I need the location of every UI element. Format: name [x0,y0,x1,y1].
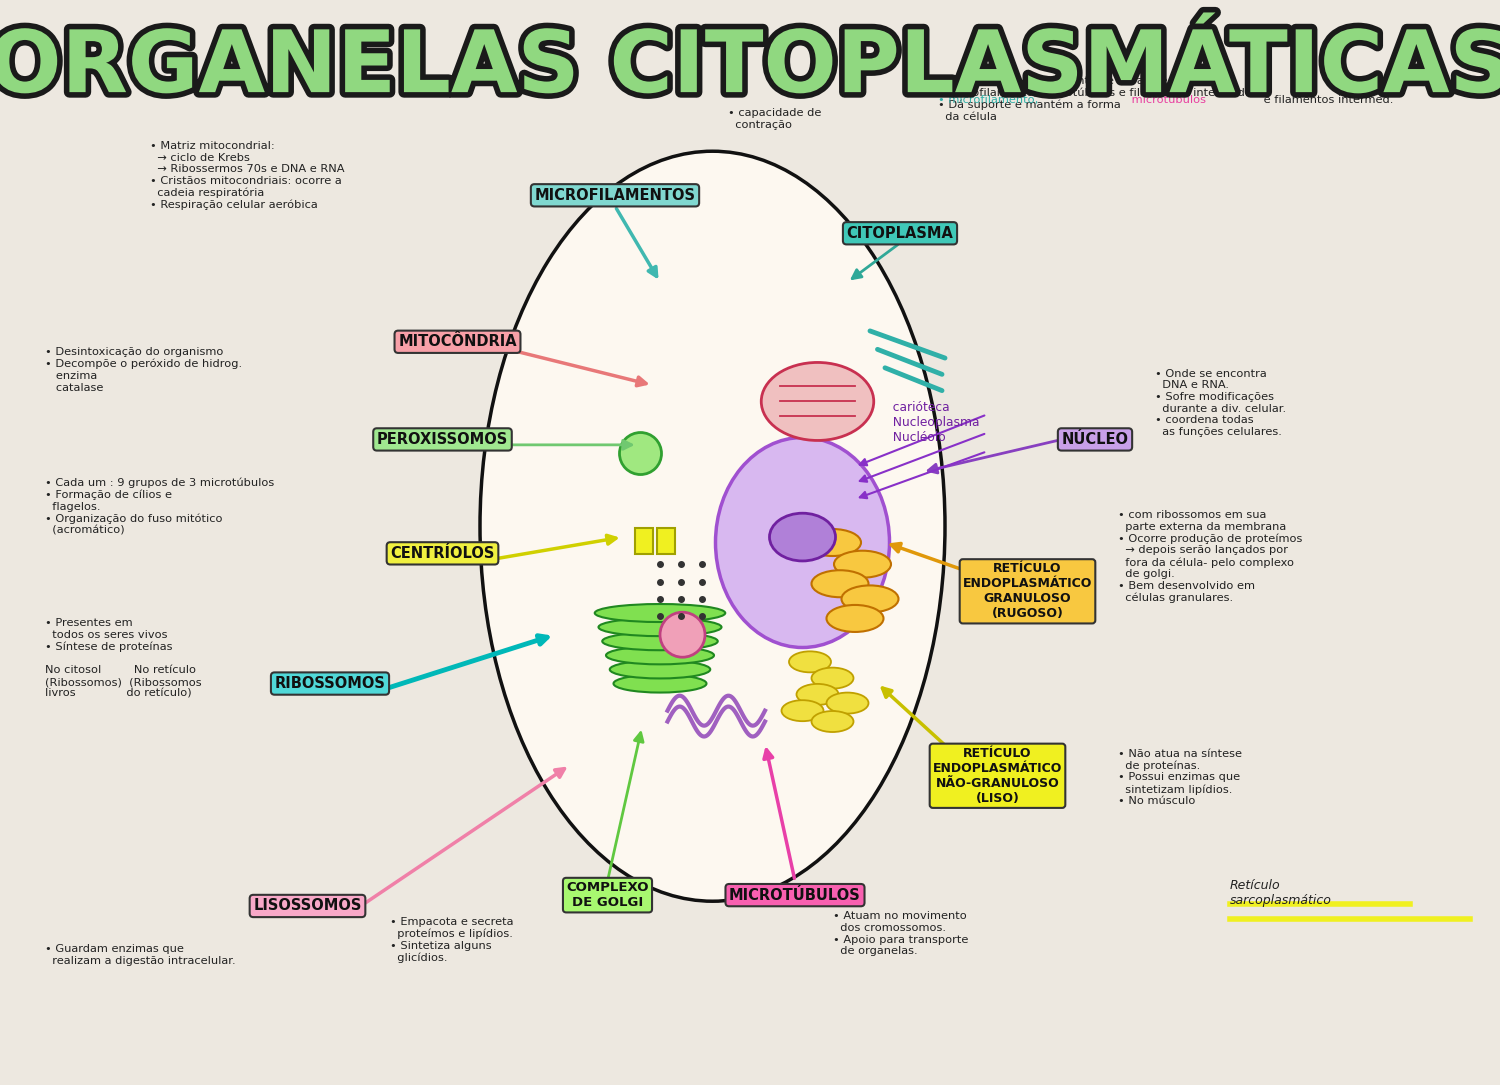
Text: • Guardam enzimas que
  realizam a digestão intracelular.: • Guardam enzimas que realizam a digestã… [45,944,236,966]
Text: microtúbulos: microtúbulos [1128,95,1206,105]
Text: • Atuam no movimento
  dos cromossomos.
• Apoio para transporte
  de organelas.: • Atuam no movimento dos cromossomos. • … [833,911,968,956]
Ellipse shape [827,692,868,714]
Text: • Desintoxicação do organismo
• Decompõe o peróxido de hidrog.
   enzima
   cata: • Desintoxicação do organismo • Decompõe… [45,347,242,393]
Ellipse shape [796,684,838,705]
Text: MICROTÚBULOS: MICROTÚBULOS [729,888,861,903]
Text: • Matriz mitocondrial:
  → ciclo de Krebs
  → Ribossermos 70s e DNA e RNA
• Cris: • Matriz mitocondrial: → ciclo de Krebs … [150,141,345,210]
Text: CENTRÍOLOS: CENTRÍOLOS [390,546,495,561]
Text: RETÍCULO
ENDOPLASMÁTICO
GRANULOSO
(RUGOSO): RETÍCULO ENDOPLASMÁTICO GRANULOSO (RUGOS… [963,562,1092,621]
Ellipse shape [812,571,868,597]
Text: CITOPLASMA: CITOPLASMA [846,226,954,241]
Ellipse shape [614,675,706,692]
Text: carióteca
  Nucleoplasma
  Nucléolo: carióteca Nucleoplasma Nucléolo [885,401,980,445]
Text: LISOSSOMOS: LISOSSOMOS [254,898,362,914]
Text: MITOCÔNDRIA: MITOCÔNDRIA [398,334,518,349]
Ellipse shape [598,618,722,636]
Text: • Não atua na síntese
  de proteínas.
• Possui enzimas que
  sintetizam lipídios: • Não atua na síntese de proteínas. • Po… [1118,749,1242,806]
Text: ORGANELAS CITOPLASMÁTICAS: ORGANELAS CITOPLASMÁTICAS [0,27,1500,110]
Text: e filamentos intermed.: e filamentos intermed. [1260,95,1394,105]
Ellipse shape [834,551,891,577]
Ellipse shape [660,612,705,658]
Ellipse shape [789,651,831,673]
Ellipse shape [842,586,898,612]
Text: NÚCLEO: NÚCLEO [1062,432,1128,447]
Ellipse shape [716,437,890,648]
Text: MICROFILAMENTOS: MICROFILAMENTOS [534,188,696,203]
Ellipse shape [804,529,861,556]
Text: • com ribossomos em sua
  parte externa da membrana
• Ocorre produção de proteím: • com ribossomos em sua parte externa da… [1118,510,1302,603]
Ellipse shape [827,605,884,631]
Circle shape [770,513,836,561]
Text: • Presentes em
  todos os seres vivos
• Síntese de proteínas

No citosol        : • Presentes em todos os seres vivos • Sí… [45,618,201,699]
FancyBboxPatch shape [657,528,675,554]
Text: RIBOSSOMOS: RIBOSSOMOS [274,676,386,691]
Text: PEROXISSOMOS: PEROXISSOMOS [376,432,508,447]
Text: RETÍCULO
ENDOPLASMÁTICO
NÃO-GRANULOSO
(LISO): RETÍCULO ENDOPLASMÁTICO NÃO-GRANULOSO (L… [933,746,1062,805]
Ellipse shape [812,667,853,689]
Ellipse shape [620,433,662,474]
Text: • Onde se encontra
  DNA e RNA.
• Sofre modificações
  durante a div. celular.
•: • Onde se encontra DNA e RNA. • Sofre mo… [1155,369,1286,437]
Text: • Empacota e secreta
  proteímos e lipídios.
• Sintetiza alguns
  glicídios.: • Empacota e secreta proteímos e lipídio… [390,917,513,962]
Text: • Cada um : 9 grupos de 3 microtúbulos
• Formação de cílios e
  flagelos.
• Orga: • Cada um : 9 grupos de 3 microtúbulos •… [45,477,274,536]
Ellipse shape [782,700,824,722]
Text: • Formado por um conjunto de fibras de proteína.
• Microfilamento, microtúbulos : • Formado por um conjunto de fibras de p… [938,76,1248,122]
Ellipse shape [480,151,945,902]
FancyBboxPatch shape [634,528,652,554]
Ellipse shape [812,711,853,732]
Text: • microfilamento,: • microfilamento, [938,95,1038,105]
Ellipse shape [602,633,717,650]
Ellipse shape [594,604,726,622]
Text: COMPLEXO
DE GOLGI: COMPLEXO DE GOLGI [567,881,648,909]
Text: • capacidade de
  contração: • capacidade de contração [728,108,821,130]
Ellipse shape [609,661,711,678]
Ellipse shape [760,362,873,441]
Ellipse shape [606,647,714,664]
Text: Retículo
sarcoplasmático: Retículo sarcoplasmático [1230,879,1332,907]
